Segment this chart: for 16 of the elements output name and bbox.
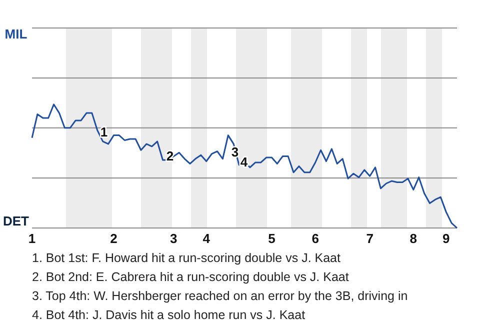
text: 4. Bot 4th: J. Davis hit a solo home run vs J. Kaat	[32, 308, 306, 320]
x-tick-label: 3	[170, 231, 178, 246]
x-tick-label: 7	[366, 231, 374, 246]
text: 1. Bot 1st: F. Howard hit a run-scoring double vs J. Kaat	[32, 251, 342, 265]
annotation: 1	[100, 124, 108, 140]
x-tick-label: 1	[28, 231, 36, 246]
x-tick-label: 8	[410, 231, 418, 246]
x-tick-label: 6	[312, 231, 319, 246]
x-tick-label: 5	[268, 231, 276, 246]
text: 2. Bot 2nd: E. Cabrera hit a run-scoring double vs J. Kaat	[32, 270, 350, 284]
x-tick-label: 4	[202, 231, 211, 246]
text: DET	[3, 213, 30, 228]
x-tick-label: 2	[110, 231, 118, 246]
text: 3. Top 4th: W. Hershberger reached on an error by the 3B, driving in	[32, 289, 408, 303]
text: MIL	[4, 26, 28, 42]
x-tick-label: 9	[442, 231, 450, 246]
